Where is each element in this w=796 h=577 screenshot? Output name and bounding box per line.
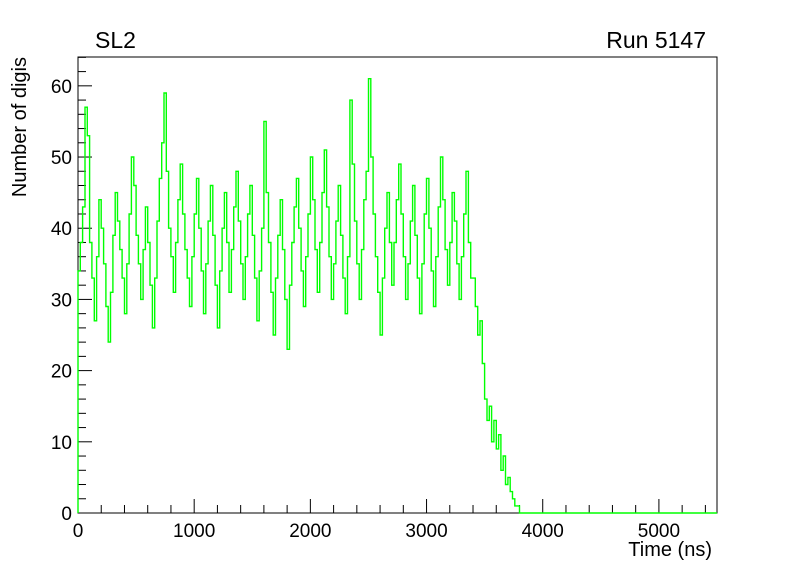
- plot-title-left: SL2: [95, 27, 136, 53]
- x-tick-label: 2000: [289, 521, 331, 542]
- y-tick-label: 20: [51, 362, 72, 383]
- plot-title-right: Run 5147: [606, 27, 706, 53]
- y-tick-label: 10: [51, 433, 72, 454]
- y-tick-label: 30: [51, 290, 72, 311]
- y-axis-title: Number of digis: [9, 57, 31, 197]
- y-tick-label: 60: [51, 77, 72, 98]
- y-tick-label: 40: [51, 219, 72, 240]
- series-layer: [77, 78, 717, 514]
- x-axis-title: Time (ns): [628, 539, 712, 561]
- axes-layer: 0 1000 2000 3000 4000 5000 0 10 20 30 40 50 60: [51, 56, 718, 542]
- histogram-line: [77, 78, 717, 514]
- x-tick-label: 0: [73, 521, 84, 542]
- x-tick-label: 3000: [405, 521, 447, 542]
- y-tick-label: 50: [51, 148, 72, 169]
- x-tick-label: 5000: [638, 521, 680, 542]
- x-tick-label: 4000: [522, 521, 564, 542]
- y-tick-label: 0: [61, 504, 72, 525]
- x-tick-label: 1000: [173, 521, 215, 542]
